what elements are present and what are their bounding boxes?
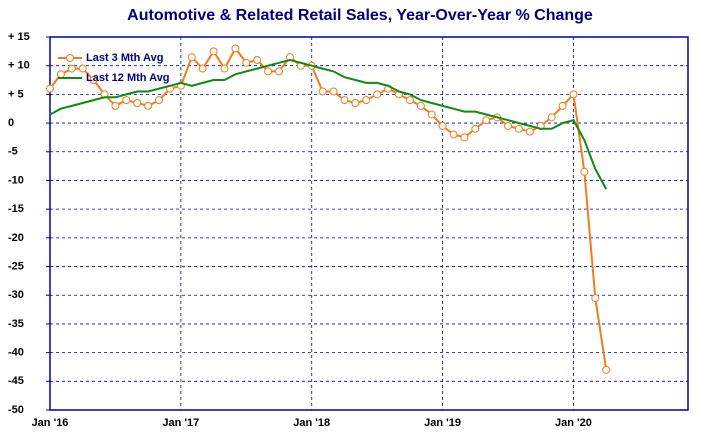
data-point <box>253 55 262 64</box>
data-point <box>471 124 480 133</box>
data-point <box>591 294 600 303</box>
data-point <box>460 133 469 142</box>
data-point <box>144 101 153 110</box>
data-point <box>67 64 76 73</box>
data-point <box>133 98 142 107</box>
data-point <box>264 67 273 76</box>
y-tick-label: + 10 <box>8 60 30 72</box>
chart-title: Automotive & Related Retail Sales, Year-… <box>127 7 593 24</box>
data-point <box>438 121 447 130</box>
data-point <box>111 101 120 110</box>
x-tick-label: Jan '18 <box>293 417 330 429</box>
data-point <box>351 98 360 107</box>
y-tick-label: -40 <box>8 347 24 359</box>
data-point <box>318 87 327 96</box>
data-point <box>155 96 164 105</box>
data-point <box>569 90 578 99</box>
y-tick-label: -35 <box>8 318 24 330</box>
data-point <box>373 90 382 99</box>
legend-label: Last 3 Mth Avg <box>86 52 163 64</box>
y-tick-label: -5 <box>8 146 18 158</box>
data-point <box>122 96 131 105</box>
series-line <box>49 46 608 370</box>
data-point <box>340 96 349 105</box>
data-point <box>209 47 218 56</box>
plot-area <box>49 36 689 411</box>
data-point <box>78 64 87 73</box>
y-tick-label: -45 <box>8 375 24 387</box>
y-tick-label: -25 <box>8 260 24 272</box>
data-point <box>56 70 65 79</box>
data-point <box>580 167 589 176</box>
data-point <box>514 124 523 133</box>
legend-marker <box>66 54 74 62</box>
data-point <box>46 84 54 93</box>
x-tick-label: Jan '16 <box>32 417 69 429</box>
series-line <box>49 58 608 190</box>
data-point <box>504 121 513 130</box>
y-tick-label: 0 <box>8 117 14 129</box>
x-tick-label: Jan '20 <box>555 417 592 429</box>
y-tick-label: + 15 <box>8 31 30 43</box>
y-tick-label: -30 <box>8 289 24 301</box>
data-point <box>275 67 284 76</box>
y-tick-label: -50 <box>8 404 24 416</box>
data-point <box>89 76 98 85</box>
data-point <box>427 110 436 119</box>
y-tick-label: + 5 <box>8 88 24 100</box>
x-tick-label: Jan '17 <box>162 417 199 429</box>
data-point <box>547 113 556 122</box>
data-point <box>602 365 611 374</box>
data-point <box>362 96 371 105</box>
legend-label: Last 12 Mth Avg <box>86 72 170 84</box>
data-point <box>220 64 229 73</box>
data-point <box>416 101 425 110</box>
y-tick-label: -10 <box>8 174 24 186</box>
data-point <box>449 130 458 139</box>
y-tick-label: -15 <box>8 203 24 215</box>
data-point <box>187 53 196 62</box>
data-point <box>482 116 491 125</box>
data-point <box>231 44 240 53</box>
data-point <box>558 101 567 110</box>
y-tick-label: -20 <box>8 232 24 244</box>
data-point <box>198 64 207 73</box>
data-point <box>242 58 251 67</box>
x-tick-label: Jan '19 <box>424 417 461 429</box>
data-point <box>405 96 414 105</box>
data-point <box>525 127 534 136</box>
data-point <box>329 87 338 96</box>
